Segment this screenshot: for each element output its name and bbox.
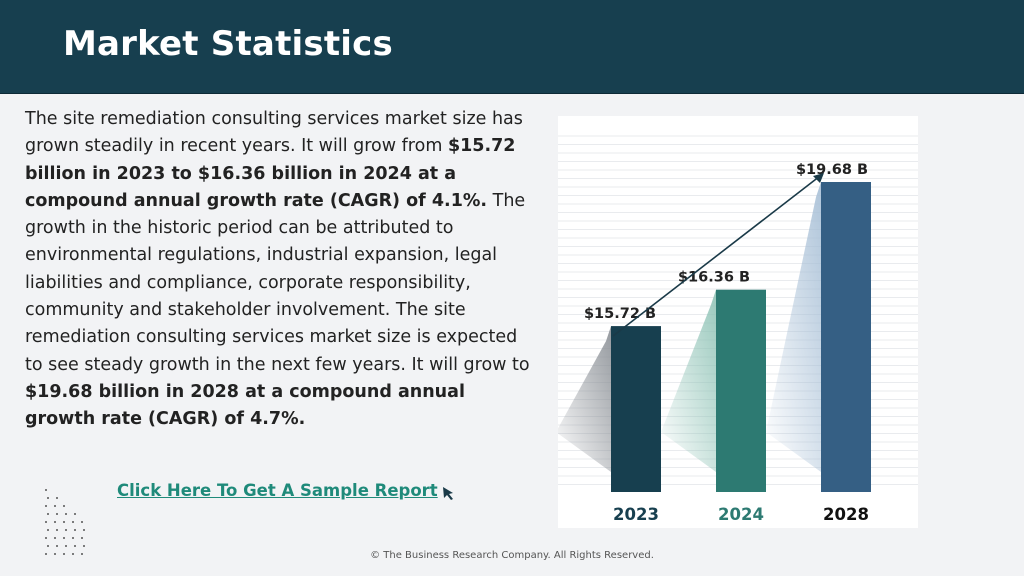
header-bar: Market Statistics — [0, 0, 1024, 94]
cursor-arrow-icon — [443, 487, 453, 500]
value-label-2024: $16.36 B — [678, 270, 750, 286]
value-label-2028: $19.68 B — [796, 162, 868, 178]
bar-2023 — [611, 326, 661, 492]
value-label-2023: $15.72 B — [584, 306, 656, 322]
trend-arrow-head — [813, 173, 824, 183]
trend-arrow-line — [612, 175, 821, 337]
market-chart: $15.72 B 2023 $16.36 B 2024 $19.68 B 2028 — [558, 116, 918, 528]
description-highlight-2: $19.68 billion in 2028 at a compound ann… — [25, 381, 465, 430]
bar-2028 — [821, 182, 871, 492]
bar-2024 — [716, 289, 766, 492]
category-label-2024: 2024 — [718, 505, 764, 524]
category-label-2028: 2028 — [823, 505, 869, 524]
bar-shadow — [766, 182, 821, 472]
bar-chart-svg: $15.72 B 2023 $16.36 B 2024 $19.68 B 2028 — [558, 135, 918, 524]
page-title: Market Statistics — [63, 24, 393, 64]
description-text-2: The growth in the historic period can be… — [25, 190, 530, 375]
bar-shadow — [558, 326, 611, 472]
copyright-footer: © The Business Research Company. All Rig… — [370, 550, 654, 561]
category-label-2023: 2023 — [613, 505, 659, 524]
market-description: The site remediation consulting services… — [25, 106, 540, 434]
bar-shadow — [661, 289, 716, 472]
dot-grid-decoration — [45, 489, 85, 555]
description-text-1: The site remediation consulting services… — [25, 109, 523, 157]
sample-report-link[interactable]: Click Here To Get A Sample Report — [117, 481, 438, 500]
description-highlight-1: $15.72 billion in 2023 to $16.36 billion… — [25, 136, 516, 211]
